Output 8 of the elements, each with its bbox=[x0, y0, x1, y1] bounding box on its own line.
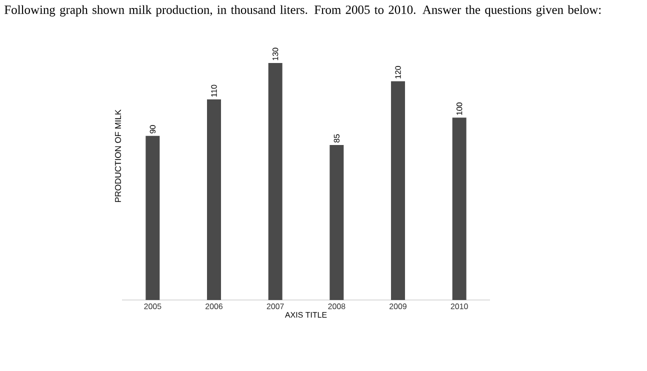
bar bbox=[146, 136, 160, 300]
bar bbox=[330, 145, 344, 300]
bar bbox=[452, 118, 466, 300]
bar bbox=[268, 62, 282, 300]
y-axis-title: PRODUCTION OF MILK bbox=[115, 110, 121, 202]
chart-title: Following graph shown milk production, in thousand liters. From 2005 to 2010. Answer the questions given below: bbox=[4, 5, 601, 17]
bar bbox=[207, 99, 222, 300]
bar bbox=[391, 81, 406, 300]
